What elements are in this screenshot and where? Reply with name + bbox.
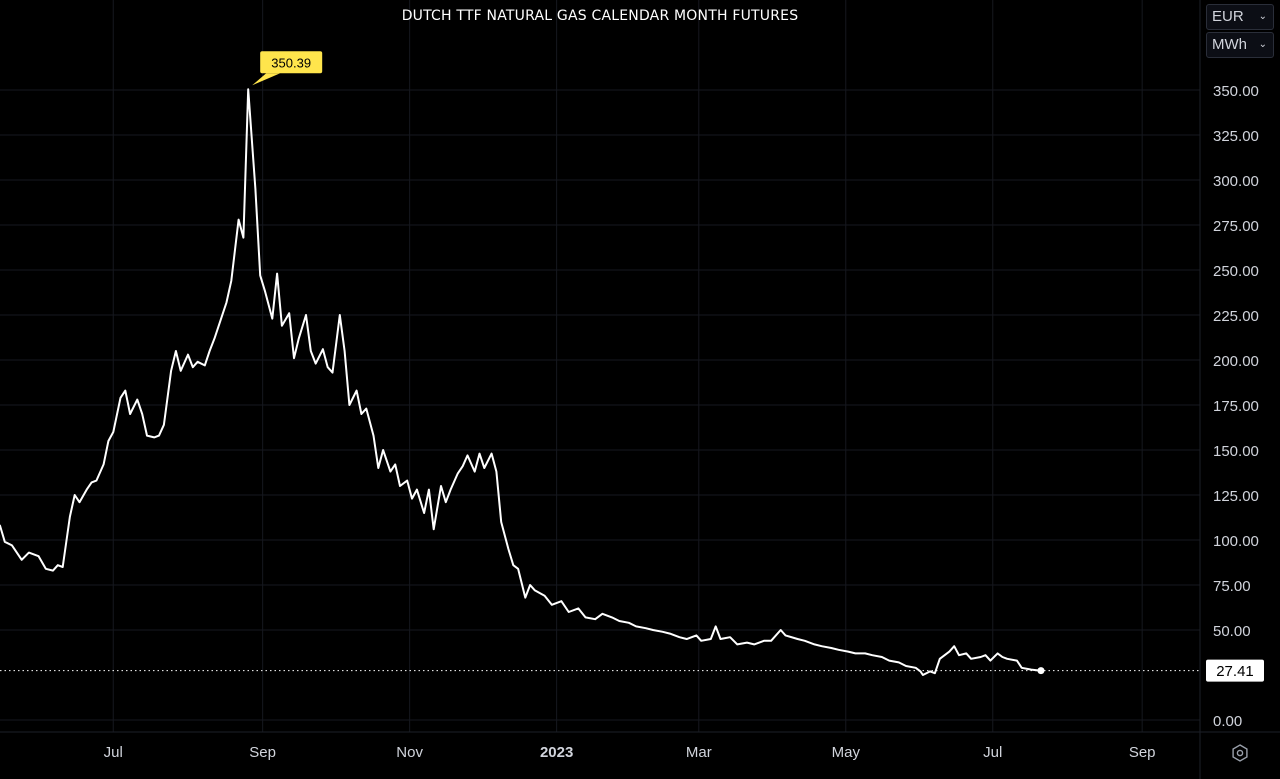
y-tick-label: 225.00 — [1213, 308, 1259, 325]
x-tick-label: May — [832, 744, 861, 761]
last-price-badge — [1206, 659, 1264, 682]
x-tick-label: Jul — [104, 744, 123, 761]
x-tick-label: Nov — [396, 744, 423, 761]
chevron-down-icon: ⌄ — [1258, 11, 1267, 22]
y-tick-label: 275.00 — [1213, 218, 1259, 235]
gear-icon[interactable] — [1228, 741, 1252, 765]
y-tick-label: 50.00 — [1213, 623, 1251, 640]
x-tick-label: Mar — [686, 744, 712, 761]
y-tick-label: 150.00 — [1213, 443, 1259, 460]
grid — [0, 0, 1200, 732]
currency-label: EUR — [1212, 8, 1244, 25]
energy-label: MWh — [1212, 36, 1247, 53]
price-axis[interactable]: 350.00 325.00 300.00 275.00 250.00 225.00 200.… — [1213, 83, 1259, 730]
y-tick-label: 325.00 — [1213, 128, 1259, 145]
x-tick-label: Sep — [249, 744, 276, 761]
y-tick-label: 350.00 — [1213, 83, 1259, 100]
y-tick-label: 175.00 — [1213, 398, 1259, 415]
last-point-marker — [1037, 667, 1045, 675]
y-tick-label: 0.00 — [1213, 713, 1242, 730]
currency-unit-button[interactable]: EUR ⌄ — [1206, 4, 1274, 30]
y-tick-label: 100.00 — [1213, 533, 1259, 550]
price-series-line — [0, 88, 1042, 676]
peak-callout-badge — [260, 51, 323, 74]
x-tick-label: Sep — [1129, 744, 1156, 761]
y-tick-label: 75.00 — [1213, 578, 1251, 595]
chevron-down-icon: ⌄ — [1258, 39, 1267, 50]
peak-callout-pointer — [252, 73, 281, 86]
chart-title: DUTCH TTF NATURAL GAS CALENDAR MONTH FUT… — [401, 8, 799, 24]
x-tick-label: 2023 — [540, 744, 573, 761]
x-tick-label: Jul — [983, 744, 1002, 761]
series-layer — [0, 88, 1042, 676]
y-tick-label: 300.00 — [1213, 173, 1259, 190]
time-axis[interactable]: Jul Sep Nov 2023 Mar May Jul Sep — [104, 744, 1156, 761]
y-tick-label: 250.00 — [1213, 263, 1259, 280]
energy-unit-button[interactable]: MWh ⌄ — [1206, 32, 1274, 58]
y-tick-label: 200.00 — [1213, 353, 1259, 370]
annotations: 27.41 350.39 — [0, 51, 1264, 682]
peak-callout-label: 350.39 — [271, 55, 311, 70]
last-price-label: 27.41 — [1216, 663, 1254, 680]
y-tick-label: 125.00 — [1213, 488, 1259, 505]
